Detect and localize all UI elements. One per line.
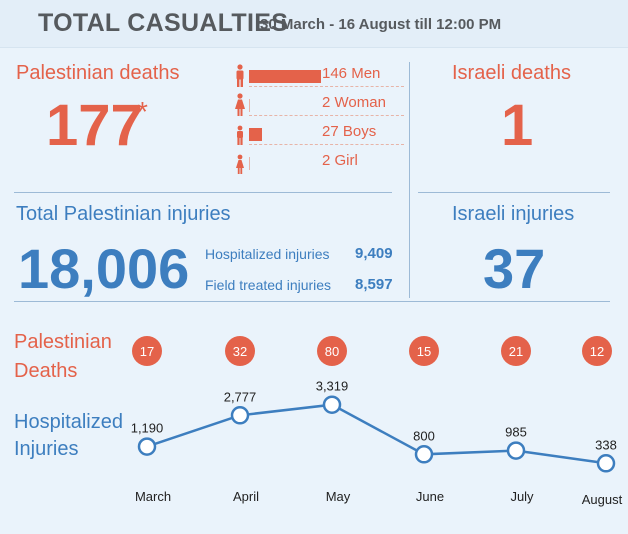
- injury-point-august: [596, 454, 616, 473]
- deaths-circle-april: [225, 336, 255, 366]
- injury-point-july: [506, 441, 526, 460]
- deaths-circle-march: [132, 336, 162, 366]
- injury-value-june: 800: [413, 428, 435, 443]
- month-label-may: May: [326, 489, 351, 504]
- injury-value-april: 2,777: [224, 389, 257, 404]
- title-bar: [0, 0, 628, 48]
- injury-point-march: [137, 437, 157, 456]
- hospitalized-injuries-label: Hospitalized injuries: [205, 246, 330, 262]
- deaths-circle-august: [582, 336, 612, 366]
- palestinian-injuries-total: 18,006: [18, 237, 190, 300]
- injuries-row-label-line2: Injuries: [14, 438, 78, 460]
- injury-point-may: [322, 395, 342, 414]
- section-divider: [14, 192, 392, 193]
- row-divider: [249, 144, 404, 145]
- field-treated-injuries-label: Field treated injuries: [205, 277, 332, 293]
- label-boys: 27 Boys: [322, 123, 377, 140]
- deaths-value-may: 80: [325, 344, 339, 359]
- month-label-june: June: [416, 489, 444, 504]
- deaths-circle-july: [501, 336, 531, 366]
- label-women: 2 Woman: [322, 94, 386, 111]
- monthly-chart: Palestinian Deaths Hospitalized Injuries…: [14, 331, 623, 507]
- breakdown-row-boys: 27 Boys: [234, 122, 404, 146]
- injury-point-june: [414, 445, 434, 464]
- vertical-divider: [409, 62, 410, 298]
- deaths-value-june: 15: [417, 344, 431, 359]
- month-label-august: August: [582, 492, 623, 507]
- month-label-april: April: [233, 489, 259, 504]
- label-girls: 2 Girl: [322, 152, 358, 169]
- page-subtitle: 30 March - 16 August till 12:00 PM: [260, 16, 502, 33]
- bar-men: [249, 70, 321, 83]
- breakdown-row-girls: 2 Girl: [234, 151, 404, 175]
- section-divider: [418, 192, 610, 193]
- injury-value-august: 338: [595, 437, 617, 452]
- section-divider: [14, 301, 610, 302]
- breakdown-row-men: 146 Men: [234, 64, 404, 88]
- deaths-breakdown: 146 Men 2 Woman 27 Boys 2: [234, 62, 404, 180]
- girl-icon: [236, 154, 244, 174]
- woman-icon: [235, 93, 245, 116]
- bar-women: [249, 99, 250, 112]
- israeli-injuries-total: 37: [483, 237, 546, 300]
- row-divider: [249, 86, 404, 87]
- boy-icon: [237, 125, 243, 145]
- palestinian-deaths-label: Palestinian deaths: [16, 62, 180, 84]
- israeli-injuries-label: Israeli injuries: [452, 203, 575, 225]
- injuries-row-label-line1: Hospitalized: [14, 411, 123, 433]
- breakdown-row-women: 2 Woman: [234, 93, 404, 117]
- israeli-deaths-label: Israeli deaths: [452, 62, 571, 84]
- deaths-value-april: 32: [233, 344, 247, 359]
- deaths-value-july: 21: [509, 344, 523, 359]
- palestinian-injuries-label: Total Palestinian injuries: [16, 203, 231, 225]
- hospitalized-injuries-value: 9,409: [355, 245, 393, 262]
- injury-value-may: 3,319: [316, 379, 349, 394]
- injury-points: [137, 395, 616, 473]
- row-divider: [249, 115, 404, 116]
- deaths-row-label-line1: Palestinian: [14, 331, 112, 353]
- injury-value-march: 1,190: [131, 421, 164, 436]
- deaths-circle-may: [317, 336, 347, 366]
- injuries-line: [146, 403, 607, 465]
- israeli-deaths-total: 1: [501, 93, 534, 158]
- deaths-value-march: 17: [140, 344, 154, 359]
- injury-point-april: [230, 406, 250, 425]
- palestinian-deaths-total: 177: [46, 93, 143, 158]
- month-label-march: March: [135, 489, 171, 504]
- page-title: TOTAL CASUALTIES: [38, 9, 289, 37]
- palestinian-deaths-asterisk: *: [137, 96, 148, 127]
- month-labels: March April May June July August: [135, 489, 623, 507]
- man-icon: [236, 64, 244, 87]
- deaths-circle-june: [409, 336, 439, 366]
- field-treated-injuries-value: 8,597: [355, 276, 393, 293]
- injury-value-july: 985: [505, 425, 527, 440]
- month-label-july: July: [510, 489, 534, 504]
- deaths-row-label-line2: Deaths: [14, 360, 77, 382]
- bar-boys: [249, 128, 263, 141]
- deaths-circles: 17 32 80 15 21 12: [132, 336, 612, 366]
- bar-girls: [249, 157, 250, 170]
- label-men: 146 Men: [322, 65, 381, 82]
- deaths-value-august: 12: [590, 344, 604, 359]
- injury-value-labels: 1,190 2,777 3,319 800 985 338: [131, 379, 617, 453]
